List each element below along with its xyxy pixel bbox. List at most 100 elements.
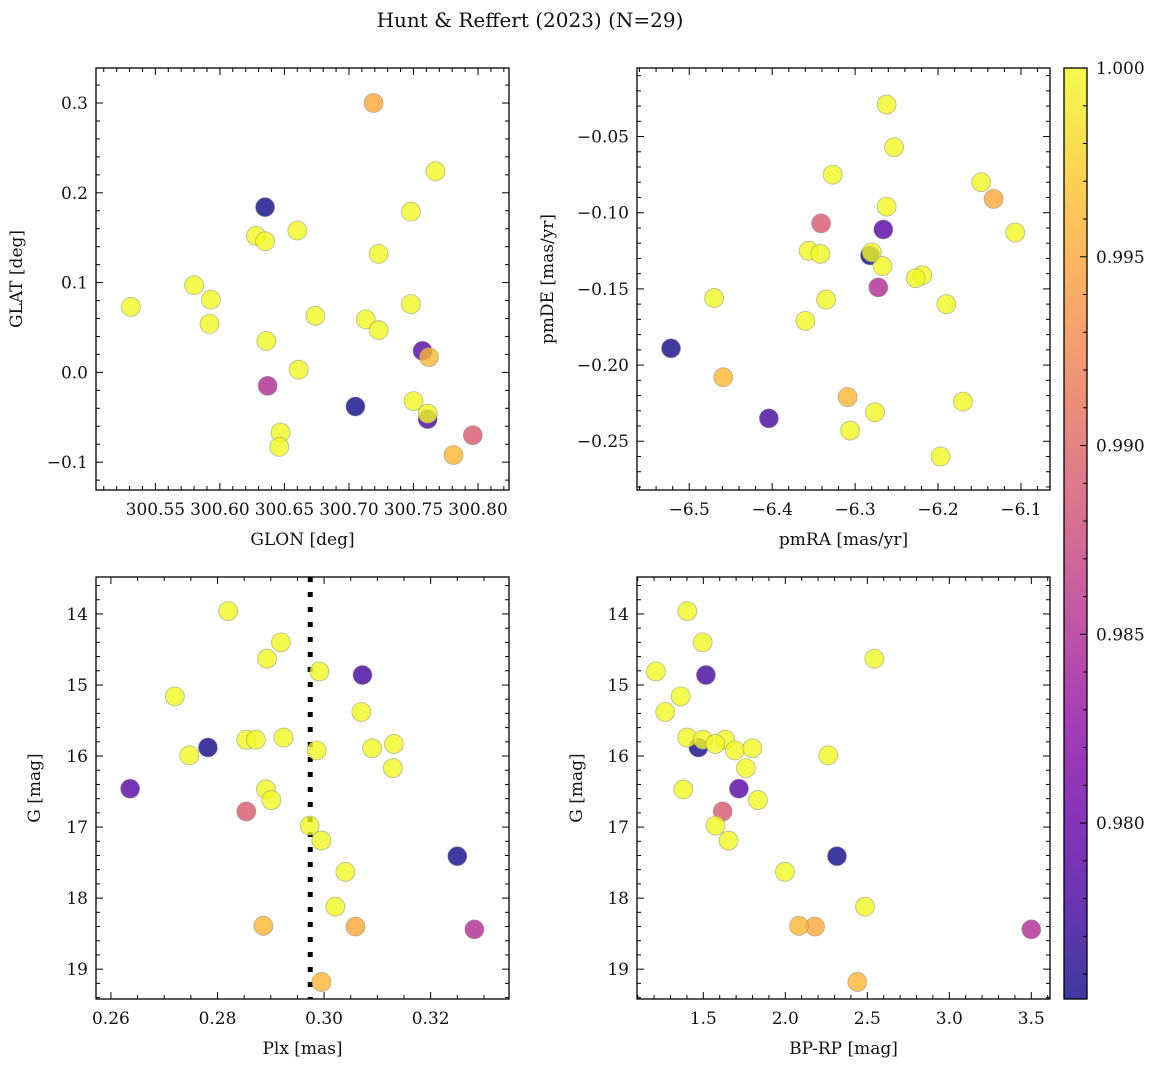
x-axis-label: BP-RP [mag] <box>789 1039 898 1059</box>
scatter-panel-4: 1.5 2.0 2.5 3.0 3.5 14 15 16 17 18 19 BP-RP [mag] G … <box>567 576 1051 1059</box>
data-point <box>306 740 327 761</box>
x-tick-label: 1.5 <box>690 1009 717 1029</box>
data-point <box>401 201 421 222</box>
data-point <box>351 702 372 722</box>
data-point <box>847 972 868 992</box>
x-tick-label: −6.1 <box>1000 500 1041 520</box>
scatter-panel-3: 0.26 0.28 0.30 0.32 14 15 16 17 18 19 Plx [mas] G [… <box>25 576 510 1059</box>
data-point <box>713 367 734 388</box>
data-point <box>355 309 376 330</box>
x-tick-label: 300.70 <box>319 500 378 520</box>
data-point <box>861 242 882 263</box>
data-point <box>673 779 694 800</box>
data-point <box>200 289 221 310</box>
axes-frame <box>95 67 510 491</box>
colorbar-tick-label: 0.980 <box>1096 814 1145 834</box>
data-point <box>795 310 816 331</box>
data-point <box>725 740 745 761</box>
x-tick-label: 300.60 <box>190 500 249 520</box>
data-point <box>677 601 698 622</box>
data-point <box>705 815 726 836</box>
data-point <box>443 445 464 465</box>
data-point <box>255 231 275 252</box>
data-point <box>705 734 726 754</box>
data-point <box>362 738 382 759</box>
data-point <box>971 172 992 193</box>
data-point <box>816 289 836 310</box>
data-point <box>256 331 277 351</box>
y-tick-label: 19 <box>607 960 629 980</box>
x-tick-label: 300.80 <box>448 500 507 520</box>
data-point <box>789 915 809 936</box>
y-tick-label: 15 <box>66 676 88 696</box>
y-tick-label: 14 <box>66 605 88 625</box>
x-tick-label: 0.26 <box>92 1009 130 1029</box>
data-point <box>236 801 257 822</box>
data-point <box>837 387 858 407</box>
data-point <box>810 243 831 264</box>
data-point <box>646 661 666 682</box>
data-point <box>273 727 294 748</box>
y-tick-label: 19 <box>66 960 88 980</box>
x-tick-label: 3.5 <box>1018 1009 1045 1029</box>
data-point <box>261 790 282 810</box>
data-point <box>876 94 897 115</box>
data-point <box>884 137 904 158</box>
x-tick-label: 300.55 <box>126 500 185 520</box>
colorbar-tick-label: 0.985 <box>1096 625 1145 645</box>
data-point <box>447 846 468 867</box>
data-point <box>930 446 951 467</box>
data-point <box>822 164 843 185</box>
figure-title: Hunt & Reffert (2023) (N=29) <box>377 8 684 32</box>
data-point <box>425 161 446 182</box>
data-point <box>827 846 847 867</box>
data-point <box>299 815 320 836</box>
y-tick-label: 17 <box>607 818 629 838</box>
y-tick-label: −0.15 <box>577 280 629 300</box>
data-point <box>462 425 483 446</box>
x-axis-label: Plx [mas] <box>262 1039 342 1059</box>
data-point <box>864 648 885 669</box>
colorbar-tick-label: 0.990 <box>1096 437 1145 457</box>
data-point <box>164 686 185 707</box>
x-tick-label: −6.3 <box>834 500 875 520</box>
axis-ticks <box>637 68 1050 490</box>
plot-area <box>96 577 509 999</box>
data-point <box>718 830 739 851</box>
data-point <box>403 391 424 412</box>
y-tick-label: 16 <box>607 747 629 767</box>
y-tick-label: −0.1 <box>47 453 88 473</box>
data-point <box>257 375 278 396</box>
data-point <box>876 196 897 217</box>
y-tick-label: 17 <box>66 818 88 838</box>
y-tick-label: −0.25 <box>577 432 629 452</box>
data-point <box>368 320 389 341</box>
data-point <box>311 972 332 992</box>
data-point <box>742 738 763 759</box>
colorbar-gradient <box>1064 68 1087 999</box>
y-tick-label: 14 <box>607 605 629 625</box>
y-axis-label: G [mag] <box>25 753 45 822</box>
x-tick-label: 0.30 <box>305 1009 343 1029</box>
y-axis-label: pmDE [mas/yr] <box>538 214 558 344</box>
data-point <box>245 729 266 750</box>
data-point <box>179 745 200 766</box>
y-axis-label: G [mag] <box>567 753 587 822</box>
colorbar: 1.000 0.995 0.990 0.985 0.980 <box>1063 59 1145 1000</box>
x-axis-label: GLON [deg] <box>250 530 354 550</box>
data-point <box>818 745 839 766</box>
data-point <box>670 686 691 707</box>
x-tick-label: 2.5 <box>854 1009 881 1029</box>
y-tick-label: 0.1 <box>61 274 88 294</box>
data-point <box>655 702 676 722</box>
data-point <box>255 197 275 218</box>
colorbar-frame <box>1063 67 1088 1000</box>
x-tick-label: 300.65 <box>255 500 314 520</box>
data-point <box>855 896 875 917</box>
x-tick-label: −6.2 <box>917 500 958 520</box>
axes-frame <box>95 576 510 1000</box>
data-point <box>363 93 384 113</box>
data-point <box>1021 919 1042 940</box>
y-tick-label: −0.05 <box>577 128 629 148</box>
y-tick-label: −0.10 <box>577 204 629 224</box>
